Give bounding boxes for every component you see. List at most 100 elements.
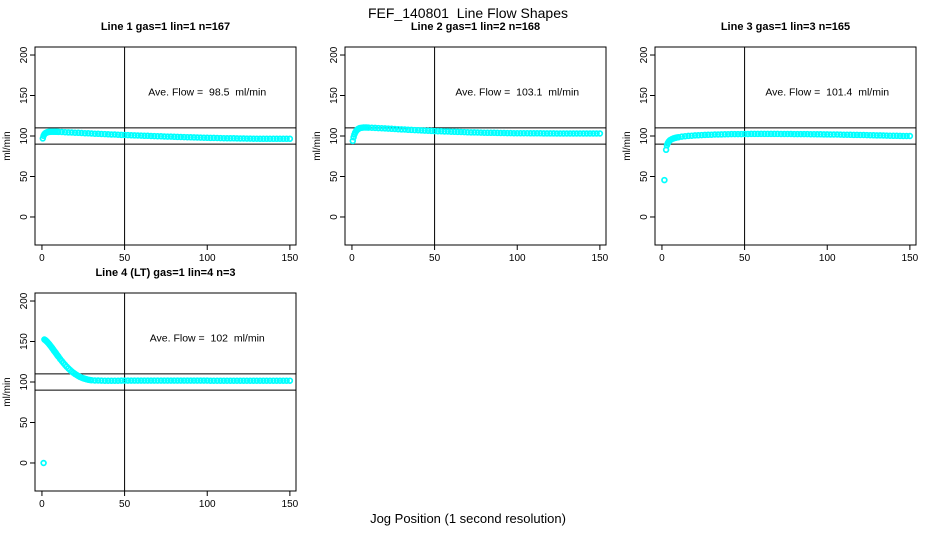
data-point — [474, 129, 481, 136]
data-point — [886, 132, 894, 139]
data-point — [276, 377, 284, 384]
subplot-line-3-title: Line 3 gas=1 lin=3 n=165 — [720, 21, 851, 33]
data-point — [124, 131, 132, 139]
data-point — [177, 133, 185, 141]
data-point — [280, 377, 287, 384]
x-tick-label: 50 — [119, 499, 131, 510]
data-point — [266, 377, 274, 384]
data-point — [256, 377, 264, 384]
data-point — [260, 135, 267, 143]
data-point — [738, 130, 745, 138]
data-point — [728, 130, 735, 138]
data-point — [375, 124, 382, 132]
data-point — [147, 377, 155, 384]
line-2-flow-plot: 0 50 100 150 0 50 100 150 200 ml/min Ave. Flow = 1… — [312, 46, 609, 264]
data-point — [164, 133, 171, 140]
data-point — [141, 132, 148, 140]
data-point — [530, 130, 538, 137]
data-point — [843, 131, 851, 138]
x-tick-label: 150 — [282, 253, 299, 264]
y-axis: 0 50 100 150 200 — [329, 46, 345, 220]
data-point — [190, 134, 198, 141]
data-point — [434, 127, 442, 135]
data-point — [461, 128, 468, 136]
data-point — [253, 135, 261, 142]
data-point — [675, 133, 682, 141]
data-point — [273, 135, 280, 143]
data-point — [127, 132, 135, 139]
data-point — [807, 130, 814, 138]
x-axis: 0 50 100 150 — [349, 245, 609, 264]
ave-flow-annotation: Ave. Flow = 103.1 ml/min — [455, 87, 579, 99]
ave-flow-annotation: Ave. Flow = 101.4 ml/min — [765, 87, 889, 99]
data-point — [233, 377, 241, 384]
data-point — [283, 377, 290, 384]
data-point — [794, 130, 801, 138]
data-point — [111, 377, 118, 384]
data-point — [194, 377, 201, 384]
data-point — [437, 128, 445, 135]
data-point — [428, 127, 435, 135]
data-point — [513, 129, 521, 137]
data-point — [520, 129, 528, 137]
data-point — [250, 135, 257, 142]
data-point — [283, 135, 290, 143]
data-point — [286, 135, 294, 143]
data-point — [385, 125, 392, 132]
data-point — [777, 130, 785, 138]
data-point — [547, 130, 554, 137]
y-tick-label: 200 — [19, 292, 30, 309]
data-point — [721, 131, 729, 138]
data-point — [154, 132, 161, 140]
data-point — [280, 135, 287, 143]
data-point — [497, 129, 504, 137]
data-point — [804, 130, 811, 138]
x-tick-label: 100 — [199, 499, 216, 510]
data-point — [240, 135, 247, 142]
data-point — [490, 129, 498, 137]
data-point — [711, 131, 719, 138]
data-point — [800, 130, 808, 138]
y-axis: 0 50 100 150 200 — [19, 46, 35, 220]
data-point — [398, 126, 405, 133]
y-tick-label: 150 — [19, 333, 30, 350]
data-point — [151, 132, 158, 140]
data-point — [797, 130, 805, 138]
data-point — [471, 129, 478, 136]
data-point — [596, 130, 604, 137]
data-point — [134, 132, 142, 139]
data-point — [263, 135, 270, 143]
y-tick-label: 100 — [19, 127, 30, 144]
x-tick-label: 100 — [509, 253, 526, 264]
data-point — [873, 132, 881, 139]
data-point — [227, 135, 234, 142]
data-point — [237, 135, 244, 142]
data-point — [820, 131, 828, 138]
data-point — [104, 131, 112, 138]
data-point — [701, 131, 709, 139]
data-point — [98, 377, 105, 384]
data-point — [507, 129, 514, 137]
data-point — [55, 128, 62, 136]
data-points — [661, 130, 914, 184]
data-point — [167, 377, 175, 384]
data-point — [394, 125, 402, 133]
data-point — [368, 124, 376, 131]
data-point — [230, 377, 237, 384]
data-point — [104, 377, 112, 384]
data-point — [857, 131, 864, 139]
data-point — [883, 132, 890, 139]
subplot-line-1-title: Line 1 gas=1 lin=1 n=167 — [100, 21, 231, 33]
x-tick-label: 50 — [119, 253, 131, 264]
data-points — [40, 336, 294, 467]
data-point — [451, 128, 458, 136]
data-point — [230, 135, 237, 142]
data-point — [101, 130, 109, 138]
data-point — [741, 130, 748, 138]
data-point — [187, 134, 194, 141]
data-point — [517, 129, 524, 137]
data-point — [84, 130, 92, 137]
data-point — [590, 130, 597, 137]
data-point — [217, 134, 224, 142]
